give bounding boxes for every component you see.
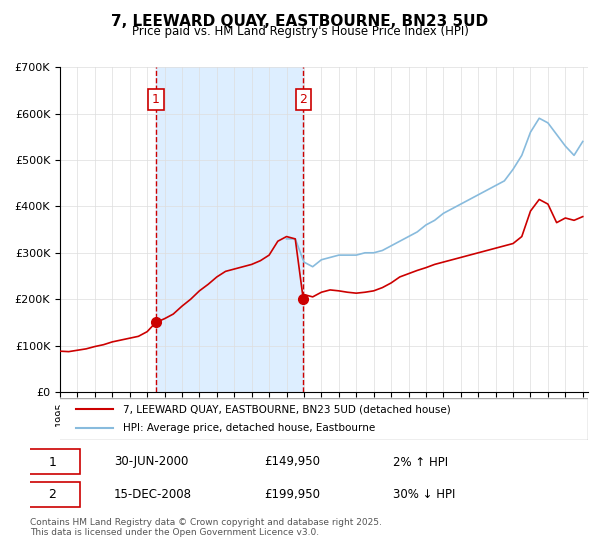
Text: 2% ↑ HPI: 2% ↑ HPI <box>392 455 448 469</box>
Text: 30% ↓ HPI: 30% ↓ HPI <box>392 488 455 501</box>
FancyBboxPatch shape <box>25 449 80 474</box>
Text: 30-JUN-2000: 30-JUN-2000 <box>114 455 188 469</box>
Text: 2: 2 <box>299 93 307 106</box>
Text: 15-DEC-2008: 15-DEC-2008 <box>114 488 192 501</box>
Text: £149,950: £149,950 <box>265 455 320 469</box>
Text: 1: 1 <box>152 93 160 106</box>
Text: 1: 1 <box>49 455 56 469</box>
Text: 2: 2 <box>49 488 56 501</box>
Text: £199,950: £199,950 <box>265 488 320 501</box>
FancyBboxPatch shape <box>55 398 588 440</box>
Bar <box>156 67 303 392</box>
Text: HPI: Average price, detached house, Eastbourne: HPI: Average price, detached house, East… <box>124 423 376 433</box>
Text: 7, LEEWARD QUAY, EASTBOURNE, BN23 5UD: 7, LEEWARD QUAY, EASTBOURNE, BN23 5UD <box>112 14 488 29</box>
FancyBboxPatch shape <box>25 482 80 507</box>
Text: Price paid vs. HM Land Registry's House Price Index (HPI): Price paid vs. HM Land Registry's House … <box>131 25 469 38</box>
Text: Contains HM Land Registry data © Crown copyright and database right 2025.
This d: Contains HM Land Registry data © Crown c… <box>30 518 382 538</box>
Text: 7, LEEWARD QUAY, EASTBOURNE, BN23 5UD (detached house): 7, LEEWARD QUAY, EASTBOURNE, BN23 5UD (d… <box>124 404 451 414</box>
